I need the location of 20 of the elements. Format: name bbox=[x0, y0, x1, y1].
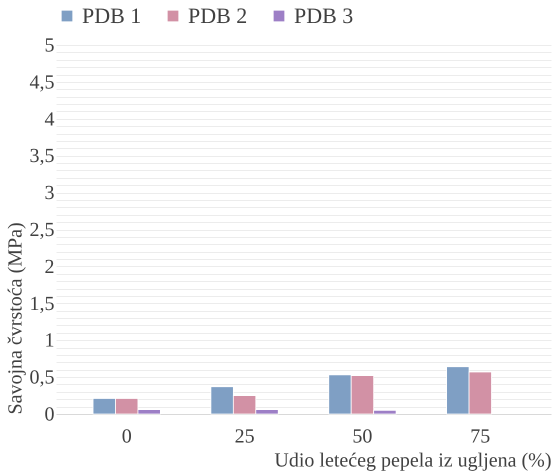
x-tick-label: 25 bbox=[234, 426, 255, 448]
y-axis-title: Savojna čvrstoća (MPa) bbox=[4, 222, 26, 414]
legend-label: PDB 3 bbox=[294, 3, 354, 28]
y-tick-label: 1 bbox=[44, 330, 54, 352]
x-tick-label: 50 bbox=[352, 426, 372, 448]
x-axis-title: Udio letećeg pepela iz ugljena (%) bbox=[274, 450, 552, 472]
y-tick-label: 1,5 bbox=[30, 292, 54, 315]
legend-label: PDB 1 bbox=[82, 3, 142, 28]
y-tick-label: 0,5 bbox=[30, 366, 54, 389]
y-tick-label: 2,5 bbox=[30, 219, 54, 241]
y-tick-label: 4,5 bbox=[30, 71, 54, 94]
y-tick-label: 0 bbox=[44, 404, 54, 426]
y-tick-label: 3,5 bbox=[30, 145, 54, 168]
x-tick-label: 0 bbox=[122, 426, 132, 448]
legend-label: PDB 2 bbox=[188, 3, 248, 28]
y-tick-label: 5 bbox=[44, 34, 54, 56]
y-tick-label: 4 bbox=[44, 108, 54, 130]
y-tick-label: 2 bbox=[44, 256, 54, 278]
y-tick-label: 3 bbox=[44, 182, 54, 204]
x-tick-label: 75 bbox=[470, 426, 490, 448]
